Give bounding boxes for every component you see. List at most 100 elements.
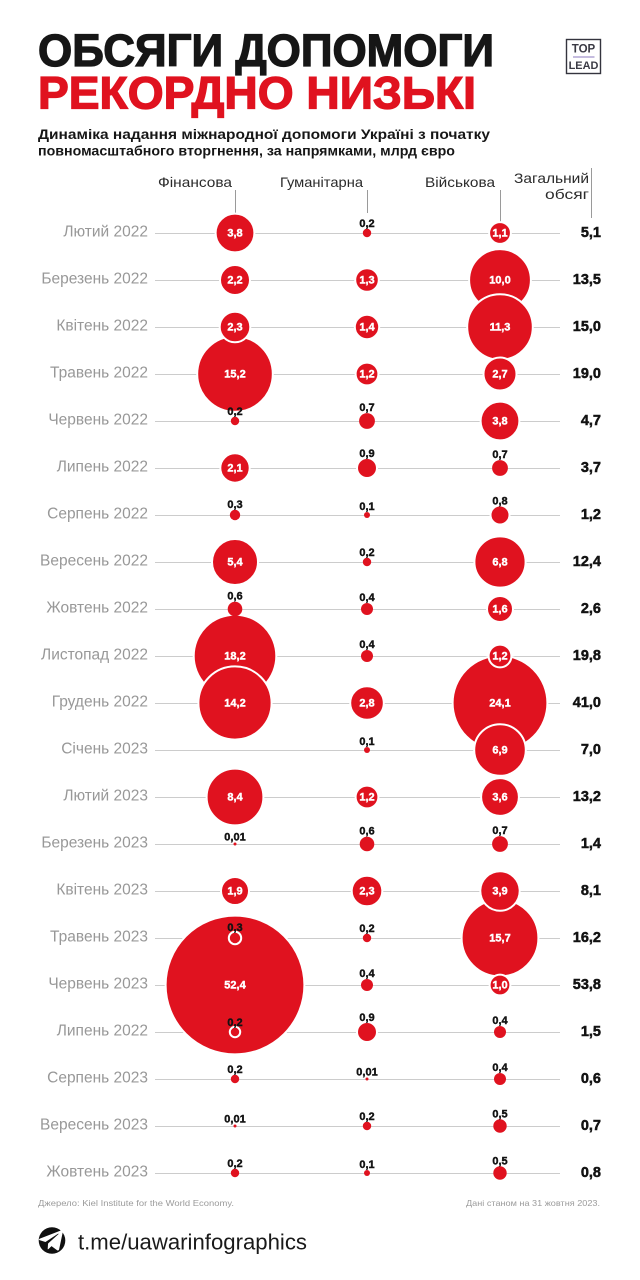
svg-text:0,4: 0,4 (359, 639, 375, 651)
svg-text:18,2: 18,2 (224, 651, 245, 663)
svg-text:3,8: 3,8 (492, 416, 507, 428)
svg-text:0,01: 0,01 (356, 1067, 377, 1079)
svg-text:0,1: 0,1 (359, 501, 374, 513)
svg-text:0,7: 0,7 (492, 449, 507, 461)
svg-text:41,0: 41,0 (573, 695, 601, 711)
svg-text:0,8: 0,8 (581, 1165, 601, 1181)
svg-text:TOP: TOP (572, 42, 596, 56)
svg-text:РЕКОРДНО НИЗЬКІ: РЕКОРДНО НИЗЬКІ (38, 68, 476, 119)
svg-text:0,3: 0,3 (227, 922, 242, 934)
svg-text:0,2: 0,2 (359, 1111, 374, 1123)
svg-text:1,2: 1,2 (359, 369, 374, 381)
svg-text:15,0: 15,0 (573, 319, 601, 335)
svg-text:8,1: 8,1 (581, 883, 601, 899)
svg-text:Жовтень 2022: Жовтень 2022 (46, 600, 148, 617)
svg-text:0,4: 0,4 (492, 1062, 508, 1074)
svg-text:0,01: 0,01 (224, 1114, 245, 1126)
svg-text:0,5: 0,5 (492, 1155, 507, 1167)
svg-text:0,2: 0,2 (359, 923, 374, 935)
svg-text:1,5: 1,5 (581, 1024, 601, 1040)
svg-text:0,6: 0,6 (581, 1071, 601, 1087)
svg-text:Січень 2023: Січень 2023 (61, 741, 148, 758)
svg-text:Військова: Військова (425, 174, 495, 190)
svg-text:4,7: 4,7 (581, 413, 601, 429)
svg-text:Джерело: Kiel Institute for th: Джерело: Kiel Institute for the World Ec… (38, 1198, 234, 1208)
svg-text:13,5: 13,5 (573, 272, 601, 288)
svg-text:Жовтень 2023: Жовтень 2023 (46, 1164, 148, 1181)
svg-text:2,1: 2,1 (227, 463, 242, 475)
svg-text:Липень 2022: Липень 2022 (57, 1023, 148, 1040)
svg-text:1,2: 1,2 (492, 651, 507, 663)
svg-text:0,2: 0,2 (227, 1017, 242, 1029)
svg-text:ОБСЯГИ ДОПОМОГИ: ОБСЯГИ ДОПОМОГИ (38, 25, 494, 76)
svg-text:Листопад 2022: Листопад 2022 (41, 647, 148, 664)
svg-text:0,8: 0,8 (492, 496, 507, 508)
svg-text:повномасштабного вторгнення, з: повномасштабного вторгнення, за напрямка… (38, 144, 455, 159)
svg-text:Липень 2022: Липень 2022 (57, 459, 148, 476)
svg-text:Березень 2022: Березень 2022 (41, 271, 148, 288)
svg-text:6,9: 6,9 (492, 745, 507, 757)
svg-text:1,2: 1,2 (581, 507, 601, 523)
svg-text:11,3: 11,3 (490, 322, 511, 334)
svg-text:0,2: 0,2 (227, 1158, 242, 1170)
svg-text:7,0: 7,0 (581, 742, 601, 758)
svg-text:Грудень 2022: Грудень 2022 (52, 694, 148, 711)
svg-text:LEAD: LEAD (569, 60, 599, 72)
svg-text:5,1: 5,1 (581, 225, 601, 241)
svg-text:Лютий 2022: Лютий 2022 (63, 224, 148, 241)
svg-text:3,7: 3,7 (581, 460, 601, 476)
svg-text:2,3: 2,3 (359, 886, 374, 898)
svg-text:Квітень 2023: Квітень 2023 (56, 882, 148, 899)
svg-text:0,4: 0,4 (359, 968, 375, 980)
svg-text:Фінансова: Фінансова (158, 174, 232, 190)
svg-text:0,3: 0,3 (227, 499, 242, 511)
svg-text:Серпень 2022: Серпень 2022 (47, 506, 148, 523)
svg-text:3,8: 3,8 (227, 228, 242, 240)
svg-text:1,6: 1,6 (492, 604, 507, 616)
svg-text:Травень 2023: Травень 2023 (50, 929, 148, 946)
svg-text:Березень 2023: Березень 2023 (41, 835, 148, 852)
svg-text:2,2: 2,2 (227, 275, 242, 287)
svg-text:Травень 2022: Травень 2022 (50, 365, 148, 382)
svg-text:Серпень 2023: Серпень 2023 (47, 1070, 148, 1087)
svg-text:Червень 2022: Червень 2022 (48, 412, 148, 429)
svg-text:Дані станом на 31 жовтня 2023.: Дані станом на 31 жовтня 2023. (466, 1198, 600, 1208)
svg-text:Квітень 2022: Квітень 2022 (56, 318, 148, 335)
svg-text:обсяг: обсяг (545, 186, 589, 202)
svg-text:15,7: 15,7 (489, 933, 510, 945)
svg-text:0,1: 0,1 (359, 1159, 374, 1171)
svg-text:0,2: 0,2 (227, 406, 242, 418)
svg-text:2,3: 2,3 (227, 322, 242, 334)
svg-text:Динаміка надання міжнародної д: Динаміка надання міжнародної допомоги Ук… (38, 127, 491, 142)
svg-text:Червень 2023: Червень 2023 (48, 976, 148, 993)
svg-text:1,1: 1,1 (492, 228, 507, 240)
svg-text:0,2: 0,2 (359, 547, 374, 559)
svg-text:14,2: 14,2 (224, 698, 245, 710)
svg-text:2,7: 2,7 (492, 369, 507, 381)
svg-text:12,4: 12,4 (573, 554, 601, 570)
svg-text:19,0: 19,0 (573, 366, 601, 382)
svg-text:0,2: 0,2 (227, 1064, 242, 1076)
svg-text:Вересень 2022: Вересень 2022 (40, 553, 148, 570)
svg-text:0,6: 0,6 (227, 591, 242, 603)
svg-text:19,8: 19,8 (573, 648, 601, 664)
svg-text:1,4: 1,4 (581, 836, 601, 852)
svg-text:Загальний: Загальний (514, 170, 589, 186)
svg-text:0,01: 0,01 (224, 832, 245, 844)
svg-text:0,6: 0,6 (359, 826, 374, 838)
svg-text:16,2: 16,2 (573, 930, 601, 946)
svg-text:0,2: 0,2 (359, 218, 374, 230)
svg-text:52,4: 52,4 (224, 980, 246, 992)
svg-text:Гуманітарна: Гуманітарна (280, 174, 363, 190)
svg-text:15,2: 15,2 (224, 369, 245, 381)
svg-text:13,2: 13,2 (573, 789, 601, 805)
svg-text:0,7: 0,7 (359, 402, 374, 414)
svg-text:0,4: 0,4 (359, 592, 375, 604)
svg-text:3,9: 3,9 (492, 886, 507, 898)
svg-text:1,0: 1,0 (492, 980, 507, 992)
svg-text:0,9: 0,9 (359, 448, 374, 460)
svg-text:t.me/uawarinfographics: t.me/uawarinfographics (78, 1230, 307, 1255)
svg-text:53,8: 53,8 (573, 977, 601, 993)
svg-text:Лютий 2023: Лютий 2023 (63, 788, 148, 805)
svg-text:1,4: 1,4 (359, 322, 375, 334)
